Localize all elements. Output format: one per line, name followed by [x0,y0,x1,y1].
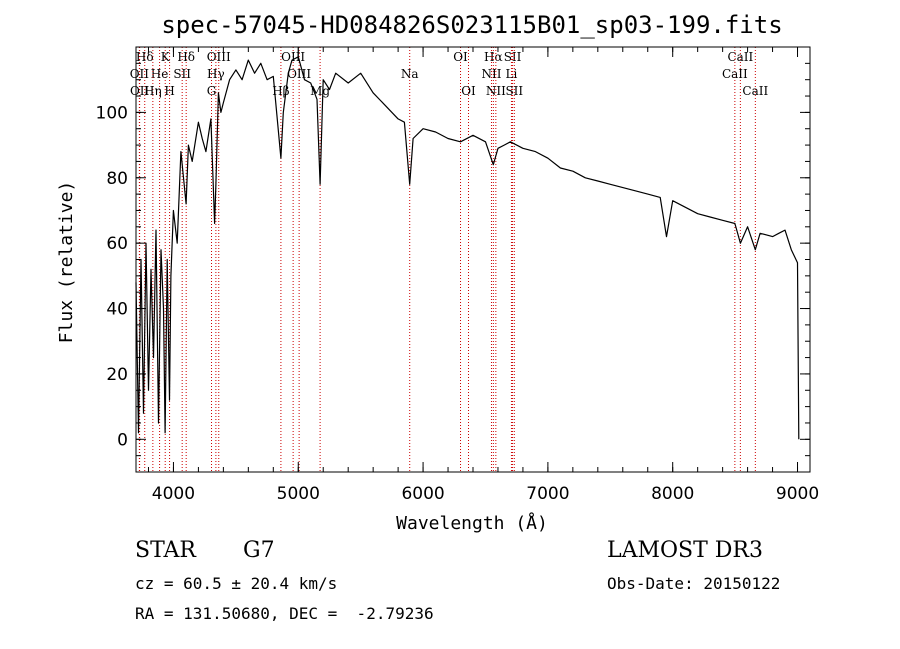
spectral-line-label: CaII [742,84,768,98]
redshift-velocity: cz = 60.5 ± 20.4 km/s [135,574,338,593]
object-class: STAR [135,538,196,563]
spectral-line-label: K [161,50,171,64]
plot-frame [135,46,811,473]
x-tick-label: 4000 [152,484,195,504]
spectrum-line [135,56,800,440]
spectral-line-label: NII [481,67,501,81]
chart-title: spec-57045-HD084826S023115B01_sp03-199.f… [161,11,782,39]
y-tick-label: 40 [106,300,128,320]
object-subclass: G7 [243,538,275,563]
x-tick-label: 9000 [776,484,819,504]
spectrum-series [135,56,800,440]
spectral-line-label: OIII [281,50,305,64]
spectral-line-label: Hδ [177,50,195,64]
spectral-line-label: OIII [207,50,231,64]
x-axis-ticks: 4000 5000 6000 7000 8000 9000 [147,47,819,504]
spectral-line-label: OI [453,50,468,64]
y-tick-label: 20 [106,365,128,385]
y-tick-label: 0 [117,430,128,450]
x-tick-label: 7000 [526,484,569,504]
spectral-line-label: Hα [484,50,503,64]
spectral-line-label: NII [486,84,506,98]
spectral-line-label: CaII [727,50,753,64]
x-tick-label: 8000 [651,484,694,504]
observation-date: Obs-Date: 20150122 [607,574,781,593]
spectral-line-label: G [207,84,217,98]
spectral-line-label: Hη [144,84,162,98]
x-tick-label: 5000 [277,484,320,504]
y-tick-label: 100 [96,103,128,123]
spectral-line-label: Li [506,67,518,81]
spectral-line-label: SII [504,50,522,64]
coordinates: RA = 131.50680, DEC = -2.79236 [135,604,434,623]
y-axis-ticks: 0 20 40 60 80 100 [96,46,810,473]
spectral-line-label: SII [173,67,191,81]
y-tick-label: 60 [106,234,128,254]
y-axis-label: Flux (relative) [56,181,77,344]
spectral-line-label: Na [401,67,419,81]
spectral-line-label: Hδ [136,50,154,64]
spectral-line-label: SII [505,84,523,98]
spectral-line-label: OI [461,84,476,98]
spectral-line-label: CaII [722,67,748,81]
x-axis-label: Wavelength (Å) [396,512,548,534]
x-tick-label: 6000 [401,484,444,504]
spectral-line-label: OIII [287,67,311,81]
spectral-line-label: OII [130,84,150,98]
survey-name: LAMOST DR3 [607,538,763,563]
spectral-line-label: H [164,84,174,98]
spectral-line-label: He [151,67,169,81]
spectral-line-label: Hγ [207,67,225,81]
y-tick-label: 80 [106,169,128,189]
